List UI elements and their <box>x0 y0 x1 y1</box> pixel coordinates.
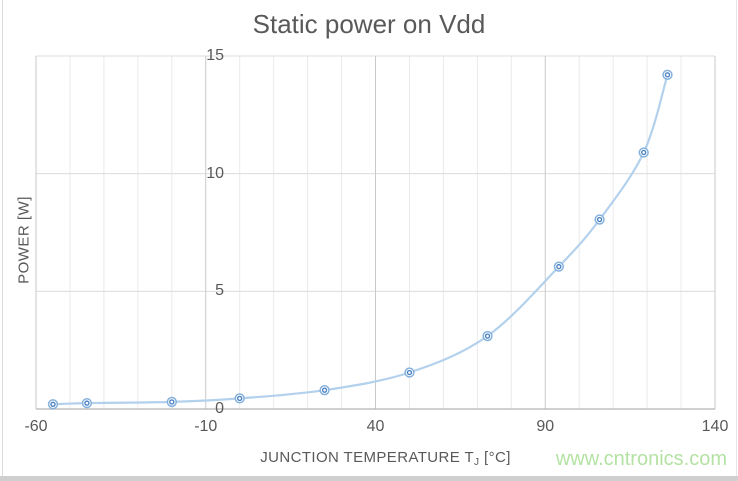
data-point-marker <box>594 214 605 225</box>
x-axis-title-text: JUNCTION TEMPERATURE T <box>260 449 475 466</box>
y-tick-label: 5 <box>215 282 224 300</box>
x-tick-label: 90 <box>536 418 555 435</box>
watermark: www.cntronics.com <box>555 448 727 470</box>
data-point-marker-inner <box>50 401 56 407</box>
y-tick-label: 10 <box>206 164 224 182</box>
canvas-bottom-border <box>0 476 738 481</box>
canvas-right-border <box>736 0 737 477</box>
data-point-marker-inner <box>406 369 413 376</box>
data-point-marker-inner <box>169 399 175 405</box>
data-point-marker <box>482 330 493 342</box>
canvas-left-border <box>2 0 3 477</box>
x-tick-label: 40 <box>366 418 385 435</box>
data-point-marker <box>234 393 245 404</box>
x-axis-title-units: [°C] <box>479 449 511 466</box>
data-point-marker <box>47 399 59 410</box>
y-tick-label: 15 <box>206 47 224 64</box>
data-point-marker-inner <box>556 263 562 270</box>
data-point-marker-inner <box>641 149 647 156</box>
data-point-marker <box>166 396 177 408</box>
x-tick-label: -60 <box>24 418 48 435</box>
data-point-marker <box>553 261 564 272</box>
data-point-marker <box>638 147 649 158</box>
data-point-marker-inner <box>321 387 328 393</box>
data-point-marker <box>319 385 330 396</box>
x-axis-title-subscript: J <box>474 457 480 468</box>
x-axis-title: JUNCTION TEMPERATURE TJ [°C] <box>46 449 725 468</box>
x-tick-label: 140 <box>701 418 729 435</box>
series-line <box>51 73 669 406</box>
data-point-marker <box>81 397 93 409</box>
chart-title: Static power on Vdd <box>252 9 486 39</box>
data-point-marker <box>404 367 415 378</box>
data-point-marker-inner <box>484 333 491 339</box>
x-tick-label: -10 <box>194 418 218 435</box>
data-point-marker <box>662 69 673 80</box>
data-point-marker-inner <box>596 216 603 223</box>
data-point-marker-inner <box>84 400 90 406</box>
y-tick-label: 0 <box>215 400 224 417</box>
data-point-marker-inner <box>664 72 671 78</box>
data-point-marker-inner <box>236 395 243 402</box>
